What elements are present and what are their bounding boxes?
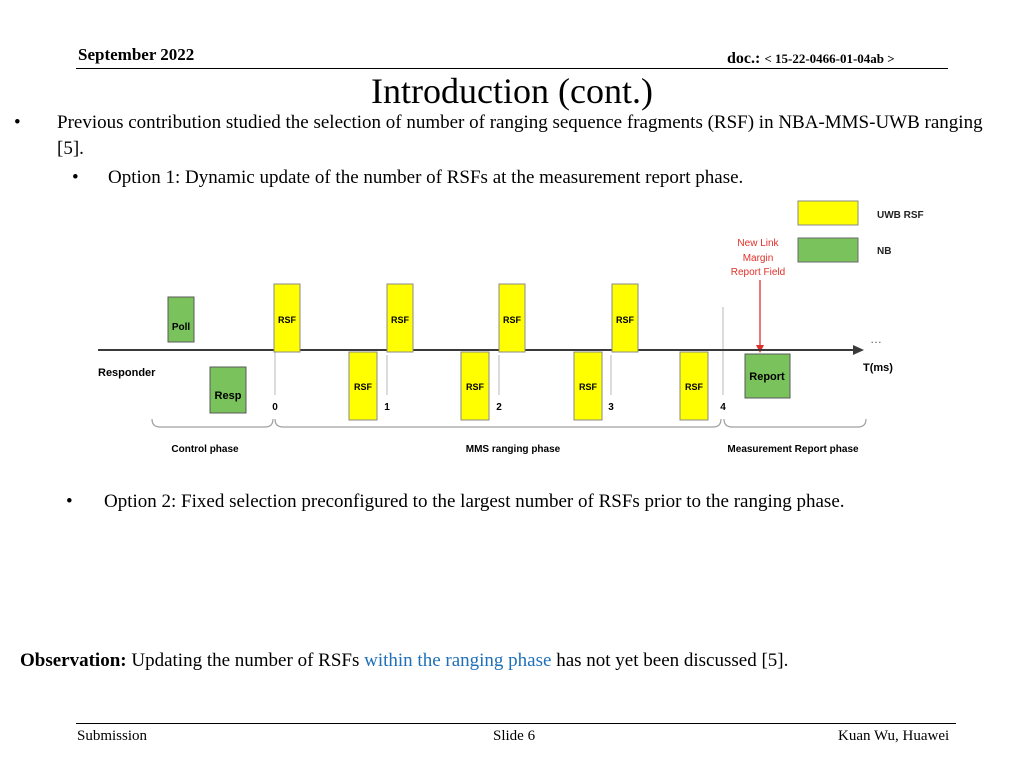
observation-text-before: Updating the number of RSFs: [126, 650, 365, 671]
ranging-timing-diagram: UWB RSF NB New Link Margin Report Field …: [98, 200, 924, 455]
slide-title: Introduction (cont.): [371, 71, 653, 111]
rsf-block-upper: [498, 283, 526, 353]
report-block: [744, 353, 791, 399]
rsf-block-lower: [679, 351, 709, 421]
observation-lead: Observation:: [20, 650, 127, 671]
rsf-block-upper: [273, 283, 301, 353]
tick-label: 3: [608, 402, 614, 413]
annotation-line-3: Report Field: [731, 267, 785, 278]
observation: Observation: Updating the number of RSFs…: [20, 650, 788, 672]
bullet-text: Previous contribution studied the select…: [57, 112, 983, 159]
responder-label: Responder: [98, 367, 156, 379]
timeline-arrowhead: [853, 345, 864, 355]
doc-number: < 15-22-0466-01-04ab >: [764, 51, 895, 66]
footer-divider: [76, 723, 956, 724]
annotation-line-1: New Link: [737, 238, 779, 249]
timeline-continuation: …: [870, 332, 882, 346]
legend-uwb-swatch: [797, 200, 859, 226]
observation-text-after: has not yet been discussed [5].: [551, 650, 789, 671]
bullet-option-1: • Option 1: Dynamic update of the number…: [72, 165, 743, 191]
report-phase-bracket: [723, 418, 867, 428]
footer-author: Kuan Wu, Huawei: [838, 728, 950, 744]
legend-uwb-label: UWB RSF: [877, 210, 924, 221]
bullet-marker: •: [14, 112, 21, 133]
rsf-label: RSF: [579, 382, 598, 392]
poll-label: Poll: [172, 322, 191, 333]
bullet-marker: •: [72, 167, 79, 188]
rsf-label: RSF: [503, 315, 522, 325]
tick-label: 1: [384, 402, 390, 413]
bullet-text: Option 1: Dynamic update of the number o…: [108, 167, 744, 188]
time-unit-label: T(ms): [863, 362, 893, 374]
rsf-label: RSF: [278, 315, 297, 325]
rsf-block-upper: [386, 283, 414, 353]
control-phase-bracket: [151, 418, 274, 428]
resp-label: Resp: [215, 390, 242, 402]
rsf-label: RSF: [466, 382, 485, 392]
mms-phase-bracket: [274, 418, 722, 428]
rsf-label: RSF: [354, 382, 373, 392]
resp-block: [209, 366, 247, 414]
report-phase-label: Measurement Report phase: [727, 444, 859, 455]
bullet-previous-contribution: • Previous contribution studied the sele…: [14, 110, 1004, 162]
tick-label: 4: [720, 402, 726, 413]
lower-rsf-blocks: RSF RSF RSF RSF: [348, 351, 709, 421]
rsf-label: RSF: [616, 315, 635, 325]
legend-nb-label: NB: [877, 246, 891, 257]
rsf-label: RSF: [685, 382, 704, 392]
tick-label: 2: [496, 402, 502, 413]
rsf-label: RSF: [391, 315, 410, 325]
tick-label: 0: [272, 402, 278, 413]
bullet-option-2: • Option 2: Fixed selection preconfigure…: [66, 489, 845, 515]
rsf-block-upper: [611, 283, 639, 353]
annotation-line-2: Margin: [743, 253, 774, 264]
header-divider: [76, 68, 948, 69]
bullet-marker: •: [66, 491, 73, 512]
report-label: Report: [749, 371, 785, 383]
doc-prefix: doc.:: [727, 50, 765, 67]
rsf-block-lower: [460, 351, 490, 421]
header-doc-id: doc.: < 15-22-0466-01-04ab >: [727, 50, 895, 68]
footer-submission: Submission: [77, 728, 148, 744]
legend-nb-swatch: [797, 237, 859, 263]
control-phase-label: Control phase: [171, 444, 239, 455]
rsf-block-lower: [348, 351, 378, 421]
poll-block: [167, 296, 195, 343]
bullet-text: Option 2: Fixed selection preconfigured …: [104, 491, 845, 512]
footer-slide-number: Slide 6: [493, 728, 536, 744]
observation-highlight: within the ranging phase: [364, 650, 552, 671]
header-date: September 2022: [78, 45, 195, 64]
mms-phase-label: MMS ranging phase: [466, 444, 561, 455]
upper-rsf-blocks: RSF RSF RSF RSF: [273, 283, 639, 353]
rsf-block-lower: [573, 351, 603, 421]
